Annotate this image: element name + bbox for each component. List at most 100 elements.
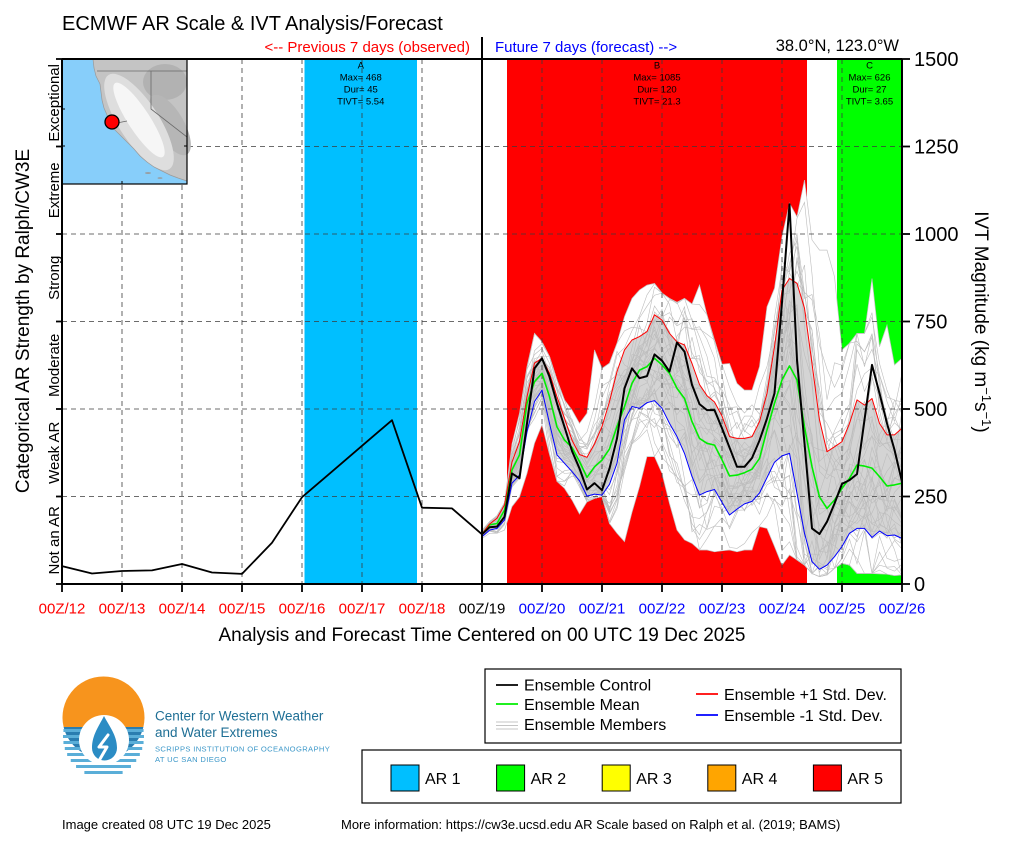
- ensemble-members-min-line: [481, 423, 903, 577]
- x-tick-label: 00Z/12: [39, 601, 86, 618]
- figure-title: ECMWF AR Scale & IVT Analysis/Forecast: [62, 13, 443, 35]
- ar-scale-swatch: [707, 764, 737, 792]
- ensemble-member-line: [481, 375, 903, 575]
- ar-event-annotation-a: Max= 468: [340, 73, 382, 84]
- ar-scale-legend-box: [361, 749, 902, 804]
- x-tick-label: 00Z/17: [339, 601, 386, 618]
- ar-event-annotation-a: Dur= 45: [344, 85, 378, 96]
- x-tick-label: 00Z/20: [519, 601, 566, 618]
- ar-category-label: Extreme: [46, 162, 63, 218]
- ensemble-members-max-line: [481, 180, 903, 531]
- ar-scale-label: AR 4: [742, 771, 778, 788]
- ar-scale-legend: AR 1 AR 2 AR 3 AR 4 AR 5: [361, 749, 902, 804]
- ensemble-member-line: [481, 245, 903, 533]
- series-legend: Ensemble Control Ensemble Mean Ensemble …: [484, 668, 902, 744]
- y-tick-label: 750: [914, 312, 947, 334]
- location-marker-icon: [104, 114, 120, 130]
- ar-event-annotation-c: C: [866, 61, 873, 72]
- legend-members-label: Ensemble Members: [524, 717, 666, 734]
- map-central-valley: [113, 82, 165, 158]
- ar-scale-label: AR 3: [636, 771, 672, 788]
- x-tick-label: 00Z/24: [759, 601, 806, 618]
- x-tick-label: 00Z/23: [699, 601, 746, 618]
- y-tick-label: 1500: [914, 49, 959, 71]
- ensemble-member-line: [481, 380, 903, 538]
- y-tick-label: 250: [914, 487, 947, 509]
- legend-minus-sd-label: Ensemble -1 Std. Dev.: [724, 708, 883, 725]
- y-tick-label: 1000: [914, 224, 959, 246]
- ar-scale-label: AR 1: [425, 771, 461, 788]
- map-coastline: [92, 58, 188, 182]
- right-axis-title-exponent: −1: [980, 412, 995, 427]
- ensemble-plus-1sd-line: [481, 278, 903, 535]
- ar-category-labels: Not an AR Weak AR Moderate Strong Extreme Exc…: [46, 64, 63, 574]
- left-axis-title: Categorical AR Strength by Ralph/CW3E: [13, 149, 34, 493]
- logo-sun-arc: [62, 676, 145, 727]
- ensemble-control-line: [481, 203, 903, 536]
- x-axis-ticks: 00Z/12 00Z/13 00Z/14 00Z/15 00Z/16 00Z/17 00Z/…: [39, 584, 926, 618]
- legend-plus-sd-label: Ensemble +1 Std. Dev.: [724, 687, 887, 704]
- ar-scale-swatch: [390, 764, 420, 792]
- legend-mean-label: Ensemble Mean: [524, 697, 640, 714]
- x-tick-label: 00Z/13: [99, 601, 146, 618]
- ar-scale-swatch: [496, 764, 526, 792]
- x-tick-label: 00Z/21: [579, 601, 626, 618]
- logo-institution-line2: AT UC SAN DIEGO: [155, 755, 227, 764]
- right-axis-title-unit: s: [970, 402, 991, 412]
- ar-event-annotation-b: Max= 1085: [633, 73, 680, 84]
- ar-category-label: Moderate: [46, 334, 63, 397]
- ensemble-minus-1sd-line: [481, 389, 903, 570]
- ensemble-member-line: [481, 299, 903, 534]
- ensemble-member-line: [481, 299, 903, 533]
- right-axis-title-close: ): [970, 426, 991, 432]
- right-axis-title-text: IVT Magnitude (kg m: [970, 211, 991, 387]
- ensemble-member-line: [481, 276, 903, 534]
- map-island: [145, 172, 151, 174]
- x-tick-label: 00Z/16: [279, 601, 326, 618]
- observed-ivt-line: [61, 419, 483, 575]
- x-tick-label: 00Z/15: [219, 601, 266, 618]
- right-axis-title: IVT Magnitude (kg m−1s−1): [970, 211, 995, 433]
- ensemble-member-line: [481, 341, 903, 535]
- ar-event-annotation-a: A: [358, 61, 365, 72]
- ar-scale-label: AR 2: [531, 771, 567, 788]
- ensemble-member-line: [481, 343, 903, 533]
- inset-location-map: [61, 58, 191, 185]
- ar-scale-legend-items: AR 1 AR 2 AR 3 AR 4 AR 5: [390, 764, 883, 792]
- ar-scale-swatch: [812, 764, 842, 792]
- x-tick-label: 00Z/14: [159, 601, 206, 618]
- x-axis-title: Analysis and Forecast Time Centered on 0…: [219, 625, 746, 646]
- logo-lightning-icon: [97, 733, 110, 761]
- x-tick-label: 00Z/26: [879, 601, 926, 618]
- right-axis-title-exponent: −1: [980, 387, 995, 402]
- ar-category-label: Strong: [46, 256, 63, 300]
- ar-scale-label: AR 5: [847, 771, 883, 788]
- ar-event-annotation-c: Dur= 27: [852, 85, 886, 96]
- image-created-note: Image created 08 UTC 19 Dec 2025: [62, 817, 271, 832]
- x-tick-label: 00Z/19: [459, 601, 506, 618]
- logo-name-line2: and Water Extremes: [155, 725, 278, 740]
- previous-period-label: <-- Previous 7 days (observed): [264, 39, 470, 56]
- ensemble-member-line: [481, 333, 903, 577]
- map-sierra-shade: [149, 94, 191, 156]
- legend-members-swatch: [496, 721, 518, 730]
- ar-event-annotation-b: TIVT= 21.3: [633, 97, 680, 108]
- map-island: [157, 177, 163, 179]
- ensemble-mean-line: [481, 357, 903, 535]
- ensemble-members: [481, 180, 903, 577]
- ensemble-member-line: [481, 201, 903, 532]
- plot-series: [61, 203, 903, 575]
- plot-grid: [62, 59, 902, 584]
- more-information-note: More information: https://cw3e.ucsd.edu …: [341, 817, 840, 832]
- ar-category-label: Weak AR: [46, 422, 63, 484]
- ar-event-annotation-b: B: [654, 61, 660, 72]
- x-tick-label: 00Z/25: [819, 601, 866, 618]
- map-terrain-shade: [143, 64, 187, 100]
- ar-scale-swatch: [601, 764, 631, 792]
- y-tick-label: 1250: [914, 137, 959, 159]
- ar-event-annotation-c: TIVT= 3.65: [846, 97, 893, 108]
- ar-event-annotation-b: Dur= 120: [637, 85, 676, 96]
- ar-event-annotation-c: Max= 626: [849, 73, 891, 84]
- ensemble-member-line: [481, 388, 903, 575]
